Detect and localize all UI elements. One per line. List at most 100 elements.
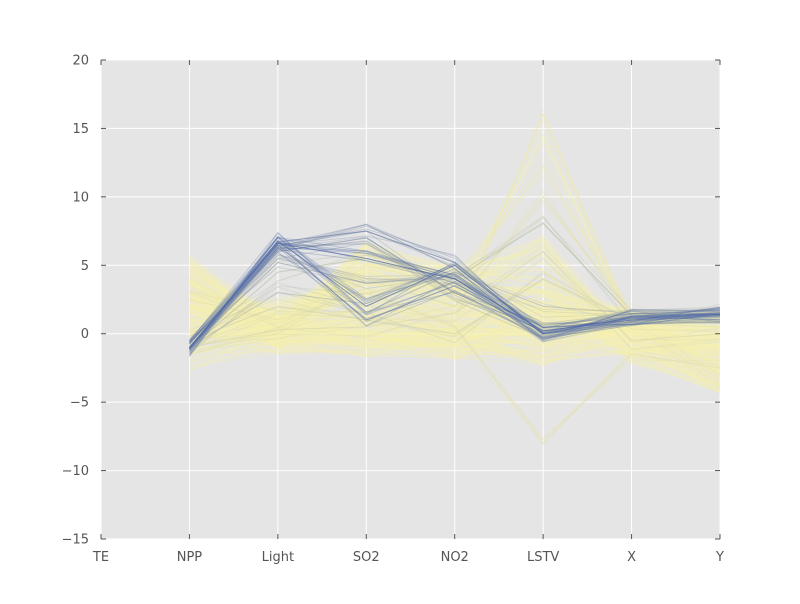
- axis-label: Y: [715, 550, 724, 565]
- density-line: [189, 251, 721, 372]
- series-line: [189, 236, 721, 342]
- series-line: [189, 166, 721, 385]
- density-line: [189, 311, 721, 352]
- density-line: [189, 267, 721, 374]
- density-line: [189, 281, 721, 375]
- density-line: [189, 290, 721, 363]
- density-line: [189, 283, 721, 336]
- density-line: [189, 320, 721, 369]
- series-line: [189, 231, 721, 342]
- density-line: [189, 250, 721, 382]
- axis-label: TE: [92, 550, 109, 565]
- density-line: [189, 319, 721, 357]
- density-line: [189, 315, 721, 347]
- series-line: [189, 256, 721, 350]
- density-line: [189, 267, 721, 367]
- density-line: [189, 332, 721, 354]
- density-line: [189, 313, 721, 365]
- density-line: [189, 306, 721, 355]
- series-line: [189, 215, 721, 340]
- series-line: [189, 245, 721, 357]
- density-line: [189, 329, 721, 361]
- y-tick-label: 10: [72, 190, 89, 205]
- density-line: [189, 254, 721, 371]
- density-line: [189, 292, 721, 331]
- density-line: [189, 275, 721, 326]
- density-line: [189, 270, 721, 337]
- label-layer: −15 −10 −5 0 5 10 15 20 TE NPP Light SO2 NO2 LSTV X Y: [62, 54, 724, 566]
- density-line: [189, 283, 721, 341]
- density-line: [189, 290, 721, 357]
- density-line: [189, 253, 721, 370]
- density-line: [189, 314, 721, 360]
- density-line: [189, 267, 721, 389]
- series-line: [189, 225, 721, 343]
- density-line: [189, 248, 721, 381]
- series-line: [189, 247, 721, 343]
- density-line: [189, 262, 721, 342]
- density-line: [189, 282, 721, 342]
- series-line: [189, 224, 721, 352]
- density-line: [189, 276, 721, 320]
- density-line: [189, 305, 721, 357]
- density-line: [189, 313, 721, 358]
- density-line: [189, 297, 721, 345]
- density-line: [189, 282, 721, 342]
- series-line: [189, 254, 721, 349]
- series-line: [189, 257, 721, 352]
- series-line: [189, 250, 721, 350]
- density-line: [189, 311, 720, 352]
- density-line: [189, 262, 721, 366]
- density-line: [189, 314, 721, 351]
- series-line: [189, 279, 721, 352]
- density-line: [189, 272, 721, 321]
- series-line: [189, 119, 721, 379]
- density-line: [189, 264, 721, 357]
- density-line: [189, 279, 721, 351]
- density-line: [189, 280, 721, 341]
- density-line: [189, 315, 721, 355]
- density-line: [189, 287, 721, 346]
- density-line: [189, 306, 721, 355]
- axis-label: NO2: [441, 550, 469, 565]
- series-line: [189, 257, 721, 352]
- density-line: [189, 298, 721, 358]
- density-line: [189, 254, 721, 381]
- density-line: [189, 272, 721, 345]
- density-line: [189, 311, 721, 348]
- density-line: [189, 306, 721, 348]
- series-line: [189, 291, 721, 446]
- density-line: [189, 288, 721, 332]
- series-line: [189, 242, 721, 341]
- y-tick-label: 5: [81, 259, 89, 274]
- density-line: [189, 310, 721, 351]
- density-line: [189, 275, 721, 362]
- density-line: [189, 262, 721, 325]
- series-line: [189, 254, 721, 344]
- axis-label: NPP: [177, 550, 203, 565]
- density-line: [189, 312, 721, 354]
- density-line: [189, 256, 721, 370]
- density-line: [189, 264, 721, 343]
- series-line: [189, 247, 721, 348]
- series-line: [189, 235, 721, 352]
- series-line: [189, 236, 721, 343]
- y-tick-label: 20: [72, 54, 89, 69]
- density-line: [189, 317, 721, 345]
- series-line: [189, 251, 721, 343]
- density-line: [189, 249, 721, 394]
- density-line: [189, 289, 721, 321]
- density-line: [189, 317, 721, 362]
- series-line: [189, 230, 721, 350]
- series-line: [189, 113, 721, 368]
- series-line: [189, 240, 721, 350]
- density-line: [189, 263, 721, 352]
- series-line: [189, 273, 721, 338]
- density-line: [189, 291, 721, 377]
- density-line: [189, 259, 721, 371]
- density-line: [189, 299, 721, 375]
- series-line: [189, 290, 721, 441]
- series-line: [189, 254, 721, 348]
- density-line: [189, 318, 721, 351]
